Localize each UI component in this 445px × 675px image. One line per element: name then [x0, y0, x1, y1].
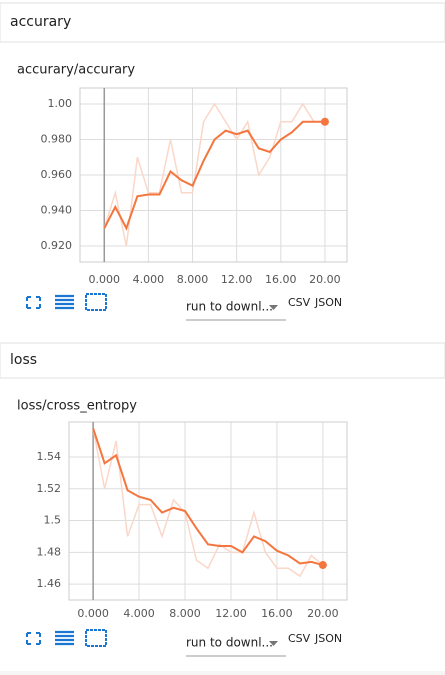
select-arrow	[269, 641, 278, 646]
download-json[interactable]: JSON	[314, 632, 342, 645]
chart-title: loss/cross_entropy	[17, 399, 137, 414]
x-tick-label: 0.000	[89, 273, 121, 286]
select-arrow	[269, 305, 278, 310]
y-tick-label: 0.920	[41, 239, 73, 252]
x-tick-label: 4.000	[123, 607, 155, 620]
section-header-bg	[0, 342, 445, 379]
download-csv[interactable]: CSV	[288, 632, 311, 645]
series-line	[103, 120, 325, 231]
x-tick-label: 20.00	[309, 273, 341, 286]
y-tick-label: 1.46	[37, 577, 62, 590]
x-tick-label: 20.00	[307, 607, 339, 620]
chart-title: accurary/accurary	[17, 63, 135, 78]
y-tick-label: 0.980	[41, 132, 73, 145]
expand-icon[interactable]	[85, 629, 107, 647]
x-tick-label: 0.000	[77, 607, 109, 620]
run-select[interactable]: run to downl...	[186, 300, 273, 314]
y-tick-label: 1.00	[48, 97, 73, 110]
series-line	[92, 428, 324, 566]
y-tick-label: 0.940	[41, 204, 73, 217]
download-json[interactable]: JSON	[314, 296, 342, 309]
expand-icon[interactable]	[85, 293, 107, 311]
last-point	[320, 117, 329, 126]
x-tick-label: 16.00	[265, 273, 297, 286]
x-tick-label: 12.00	[221, 273, 253, 286]
fit-icon[interactable]	[26, 296, 41, 309]
section-header-bg	[0, 2, 445, 43]
fit-icon[interactable]	[26, 632, 41, 645]
x-tick-label: 16.00	[261, 607, 293, 620]
download-csv[interactable]: CSV	[288, 296, 311, 309]
table-icon[interactable]	[55, 294, 74, 310]
series-line	[92, 428, 324, 578]
section-header[interactable]: loss	[10, 352, 37, 368]
last-point	[318, 561, 327, 570]
x-tick-label: 12.00	[215, 607, 247, 620]
y-tick-label: 1.5	[44, 514, 62, 527]
series-line	[103, 102, 325, 247]
plot-frame	[79, 87, 348, 263]
y-tick-label: 1.48	[37, 545, 62, 558]
run-select[interactable]: run to downl...	[186, 636, 273, 650]
table-icon[interactable]	[55, 630, 74, 646]
y-tick-label: 1.52	[37, 482, 62, 495]
y-tick-label: 1.54	[37, 450, 62, 463]
x-tick-label: 4.000	[133, 273, 165, 286]
plot-frame	[68, 421, 348, 601]
x-tick-label: 8.000	[177, 273, 209, 286]
x-tick-label: 8.000	[169, 607, 201, 620]
section-header[interactable]: accurary	[10, 14, 71, 30]
y-tick-label: 0.960	[41, 168, 73, 181]
